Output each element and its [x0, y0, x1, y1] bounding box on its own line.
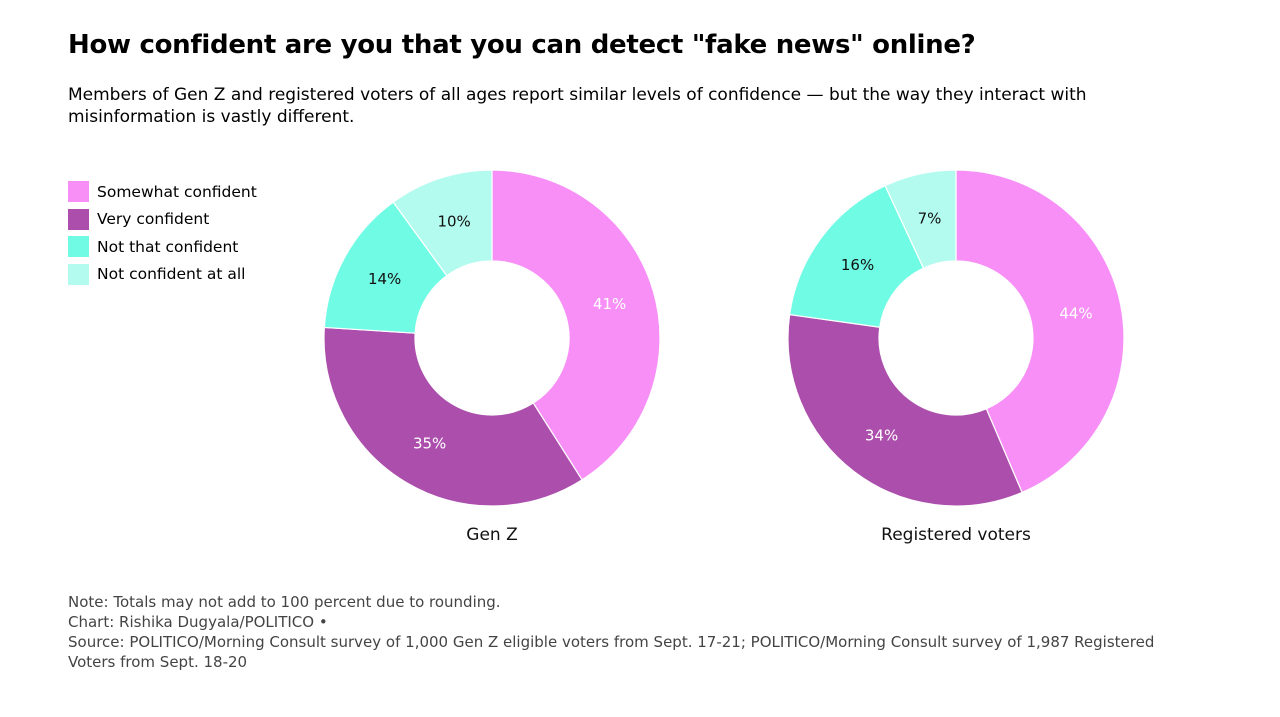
legend-swatch — [68, 263, 89, 285]
footer-note: Note: Totals may not add to 100 percent … — [68, 593, 501, 611]
slice-data-label: 16% — [841, 256, 874, 274]
legend-item-somewhat-confident: Somewhat confident — [68, 178, 257, 206]
slice-data-label: 14% — [368, 270, 401, 288]
slice-data-label: 44% — [1059, 304, 1092, 322]
slice-data-label: 34% — [865, 426, 898, 444]
slice-data-label: 10% — [437, 212, 470, 230]
donut-slice-somewhat-confident — [955, 169, 1125, 494]
chart-footer: Note: Totals may not add to 100 percent … — [68, 592, 1168, 672]
legend-swatch — [68, 208, 89, 230]
donut-chart-title: Registered voters — [881, 525, 1031, 545]
donut-slice-not-confident-at-all — [884, 169, 957, 269]
donut-slice-very-confident — [323, 326, 583, 507]
legend: Somewhat confident Very confident Not th… — [68, 178, 257, 288]
donut-chart-registered-voters: 44% 34% 16% 7% Registered voters — [787, 169, 1125, 545]
chart-subtitle: Members of Gen Z and registered voters o… — [68, 85, 1087, 127]
donut-slice-not-confident-at-all — [392, 169, 493, 277]
slice-data-label: 41% — [593, 295, 626, 313]
legend-label: Not that confident — [97, 237, 239, 256]
legend-label: Not confident at all — [97, 265, 246, 284]
donut-slice-not-that-confident — [788, 184, 925, 328]
legend-label: Very confident — [97, 210, 210, 229]
legend-item-not-confident-at-all: Not confident at all — [68, 261, 257, 289]
footer-source: Source: POLITICO/Morning Consult survey … — [68, 633, 1155, 671]
legend-swatch — [68, 236, 89, 258]
donut-slice-somewhat-confident — [491, 169, 661, 481]
legend-swatch — [68, 181, 89, 203]
slice-data-label: 35% — [413, 434, 446, 452]
donut-slice-very-confident — [787, 313, 1023, 507]
legend-label: Somewhat confident — [97, 182, 257, 201]
chart-title: How confident are you that you can detec… — [68, 30, 976, 60]
footer-credit: Chart: Rishika Dugyala/POLITICO • — [68, 613, 328, 631]
slice-data-label: 7% — [918, 209, 942, 227]
donut-chart-title: Gen Z — [466, 525, 517, 545]
donut-chart-gen-z: 41% 35% 14% 10% Gen Z — [323, 169, 661, 545]
legend-item-very-confident: Very confident — [68, 206, 257, 234]
legend-item-not-that-confident: Not that confident — [68, 233, 257, 261]
